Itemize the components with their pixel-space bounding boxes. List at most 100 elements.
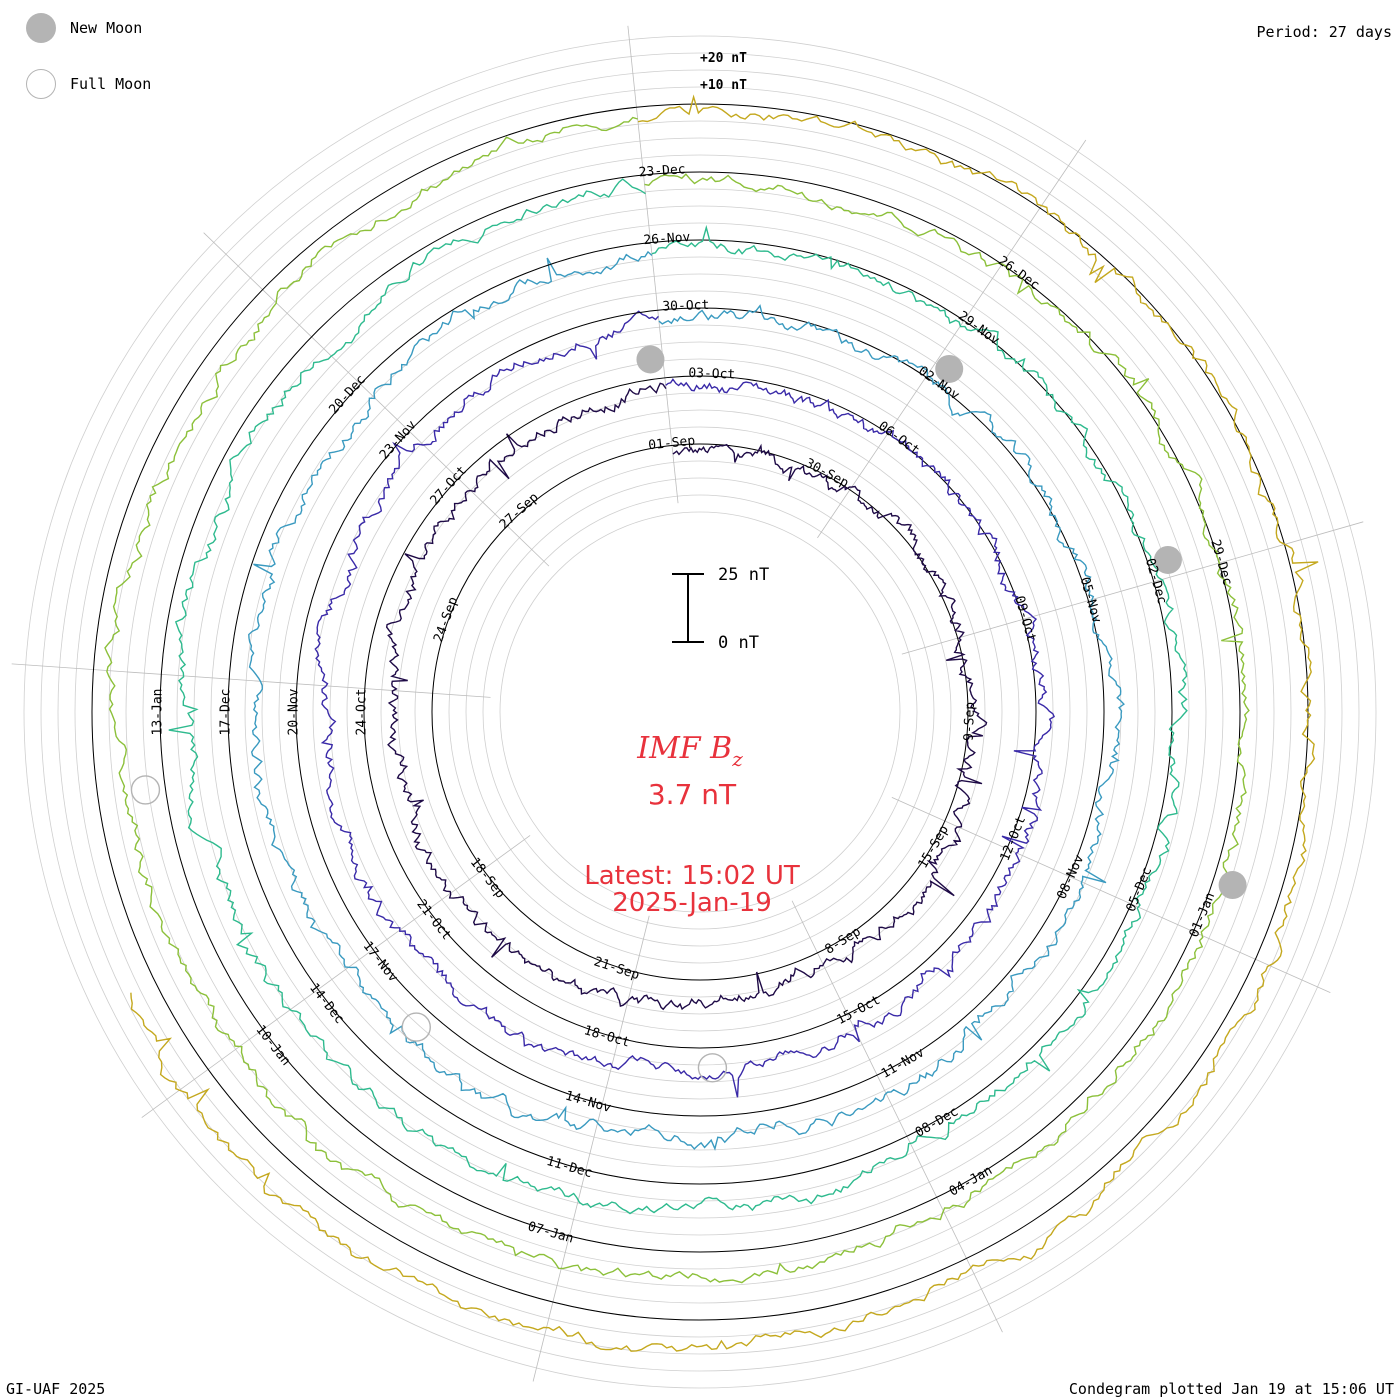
spoke-line [627,25,679,504]
full-moon-icon [26,69,56,99]
legend-new-moon: New Moon [26,12,142,44]
new-moon-marker [1218,871,1247,900]
spoke-date-label: 01-Jan [1187,890,1219,939]
grid-circle [74,86,1326,1338]
series-trace [248,250,1125,1151]
grid-circle [23,35,1377,1389]
full-moon-marker [697,1053,728,1083]
legend-new-moon-label: New Moon [70,19,143,37]
spoke-line [532,915,650,1382]
legend-full-moon: Full Moon [26,68,151,100]
full-moon-marker [130,775,161,805]
latest-time: Latest: 15:02 UT [584,861,800,891]
spoke-date-label: 05-Dec [1124,865,1156,914]
spoke-date-label: 29-Nov [955,309,1002,349]
credit-label: GI-UAF 2025 [6,1380,106,1398]
grid-circle [312,324,1088,1100]
series-baseline [227,239,1173,1185]
ring-label-20: +20 nT [700,51,747,66]
grid-circle [227,239,1173,1185]
series-trace [385,382,988,1011]
spoke-date-label: 03-Oct [688,366,735,383]
parameter-value: 3.7 nT [648,778,737,811]
spoke-line [203,232,550,567]
spoke-date-label: 8-Sep [823,924,864,958]
spoke-date-label: 23-Dec [638,162,686,180]
grid-circle [159,171,1241,1253]
series-traces [91,94,1319,1352]
grid-circle [176,188,1224,1236]
grid-circle [91,103,1309,1321]
grid-circle [499,511,901,913]
grid-circle [193,205,1207,1219]
spoke-date-label: 06-Oct [875,419,922,459]
spoke-date-label: 29-Dec [1207,538,1234,587]
spoke-date-label: 26-Nov [643,230,691,248]
new-moon-marker [935,354,964,383]
series-baseline [295,307,1105,1117]
grid-circle [448,460,952,964]
spoke-date-label: 10-Jan [253,1023,294,1069]
spoke-date-label: 27-Sep [497,490,542,533]
spoke-date-label: 14-Dec [306,981,347,1027]
legend-full-moon-label: Full Moon [70,75,152,93]
spoke-date-label: 13-Jan [151,689,166,736]
grid-circle [465,477,935,947]
grid-circle [108,120,1292,1304]
spoke-line [791,900,1003,1333]
grid-circle [261,273,1139,1151]
grid-circle [397,409,1003,1015]
spoke-date-label: 9-Sep [962,701,978,741]
spokes [11,25,1364,1382]
parameter-title: IMF Bz [636,731,743,771]
moon-markers [130,345,1247,1083]
new-moon-marker [1153,545,1182,574]
parameter-subscript: z [731,747,743,771]
spoke-date-label: 17-Nov [360,939,401,985]
grid-circle [125,137,1275,1287]
spoke-date-label: 11-Dec [545,1154,594,1181]
spoke-line [11,663,491,698]
grid-circle [482,494,918,930]
grid-circle [210,222,1190,1202]
spoke-date-label: 05-Nov [1077,575,1104,624]
spoke-date-label: 17-Dec [219,689,234,736]
grid-circle [329,341,1071,1083]
plotted-label: Condegram plotted Jan 19 at 15:06 UT [1068,1380,1394,1398]
new-moon-icon [26,13,56,43]
series-baseline [431,443,969,981]
period-label: Period: 27 days [1256,23,1392,41]
scale-bar-bottom-label: 0 nT [718,633,759,653]
grid-circle [414,426,986,998]
ring-label-10: +10 nT [700,78,747,93]
series-trace [104,116,1250,1284]
spoke-line [891,797,1331,994]
center-readout: IMF Bz 3.7 nT Latest: 15:02 UT 2025-Jan-… [584,731,800,918]
spoke-line [817,139,1087,539]
grid-circle [346,358,1054,1066]
series-trace [168,178,1188,1215]
grid-circle [142,154,1258,1270]
spoke-date-label: 20-Dec [326,372,369,417]
grid-circle [244,256,1156,1168]
grid-circle [40,52,1360,1372]
spoke-date-label: 07-Jan [526,1219,575,1246]
spoke-date-label: 20-Nov [287,688,302,735]
spoke-line [141,835,531,1118]
spoke-date-label: 26-Dec [995,254,1042,294]
series-baseline [159,171,1241,1253]
series-baseline [363,375,1037,1049]
series-trace [314,310,1055,1098]
scale-bar-top-label: 25 nT [718,565,769,585]
spoke-date-label: 30-Oct [662,298,709,315]
new-moon-marker [636,345,665,374]
spoke-date-label: 21-Oct [413,897,454,943]
scale-bar: 25 nT 0 nT [672,565,769,653]
spoke-date-label: 01-Sep [648,434,696,454]
series-baseline [91,103,1309,1321]
spoke-line [901,521,1364,655]
parameter-name: IMF B [636,731,732,766]
spoke-date-label: 18-Oct [582,1023,631,1050]
spoke-date-label: 24-Oct [355,689,370,736]
